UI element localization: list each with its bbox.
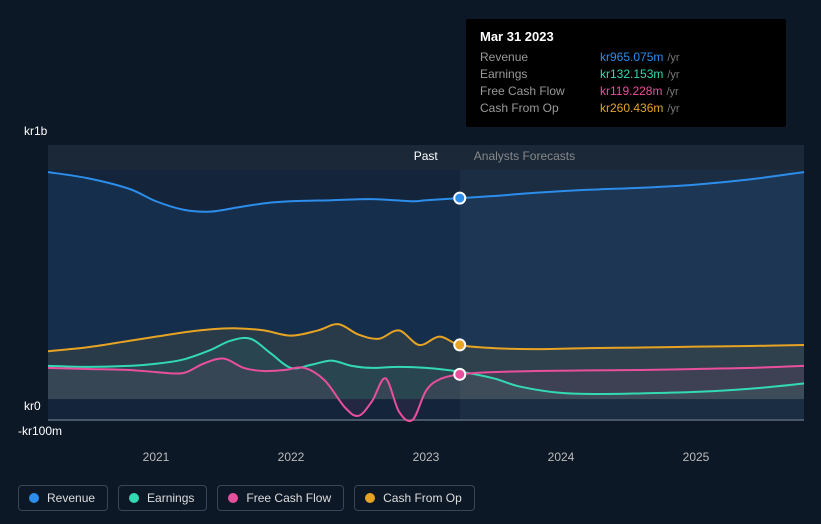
legend-swatch bbox=[365, 493, 375, 503]
legend-swatch bbox=[129, 493, 139, 503]
tooltip-row: Earningskr132.153m/yr bbox=[480, 67, 772, 81]
section-labels: Past Analysts Forecasts bbox=[414, 149, 575, 163]
legend-label: Cash From Op bbox=[383, 491, 462, 505]
legend-item-cash-from-op[interactable]: Cash From Op bbox=[354, 485, 475, 511]
tooltip-row-suffix: /yr bbox=[667, 103, 679, 115]
tooltip-row-suffix: /yr bbox=[666, 86, 678, 98]
y-tick-label: -kr100m bbox=[18, 424, 62, 438]
y-tick-label: kr1b bbox=[24, 124, 47, 138]
legend-item-earnings[interactable]: Earnings bbox=[118, 485, 207, 511]
forecast-label: Analysts Forecasts bbox=[456, 149, 575, 163]
legend-swatch bbox=[29, 493, 39, 503]
legend-label: Earnings bbox=[147, 491, 194, 505]
tooltip-row-suffix: /yr bbox=[667, 69, 679, 81]
x-tick-label: 2023 bbox=[413, 450, 440, 464]
tooltip-row: Cash From Opkr260.436m/yr bbox=[480, 101, 772, 115]
legend-item-free-cash-flow[interactable]: Free Cash Flow bbox=[217, 485, 344, 511]
tooltip-row-value: kr965.075m bbox=[600, 50, 663, 64]
tooltip-row: Free Cash Flowkr119.228m/yr bbox=[480, 84, 772, 98]
y-tick-label: kr0 bbox=[24, 399, 41, 413]
x-tick-label: 2022 bbox=[278, 450, 305, 464]
past-label: Past bbox=[414, 149, 456, 163]
tooltip: Mar 31 2023 Revenuekr965.075m/yrEarnings… bbox=[466, 19, 786, 127]
tooltip-row-label: Free Cash Flow bbox=[480, 84, 600, 98]
tooltip-row-label: Cash From Op bbox=[480, 101, 600, 115]
legend-label: Revenue bbox=[47, 491, 95, 505]
x-tick-label: 2025 bbox=[683, 450, 710, 464]
legend-swatch bbox=[228, 493, 238, 503]
legend-item-revenue[interactable]: Revenue bbox=[18, 485, 108, 511]
legend: Revenue Earnings Free Cash Flow Cash From O… bbox=[18, 485, 475, 511]
tooltip-row-suffix: /yr bbox=[667, 52, 679, 64]
tooltip-row: Revenuekr965.075m/yr bbox=[480, 50, 772, 64]
tooltip-row-value: kr132.153m bbox=[600, 67, 663, 81]
legend-label: Free Cash Flow bbox=[246, 491, 331, 505]
x-tick-label: 2024 bbox=[548, 450, 575, 464]
tooltip-row-value: kr260.436m bbox=[600, 101, 663, 115]
tooltip-title: Mar 31 2023 bbox=[480, 29, 772, 44]
tooltip-row-label: Revenue bbox=[480, 50, 600, 64]
x-tick-label: 2021 bbox=[143, 450, 170, 464]
tooltip-row-value: kr119.228m bbox=[600, 84, 662, 98]
tooltip-row-label: Earnings bbox=[480, 67, 600, 81]
financials-chart: kr1b kr0 -kr100m Past Analysts Forecasts… bbox=[0, 0, 821, 524]
